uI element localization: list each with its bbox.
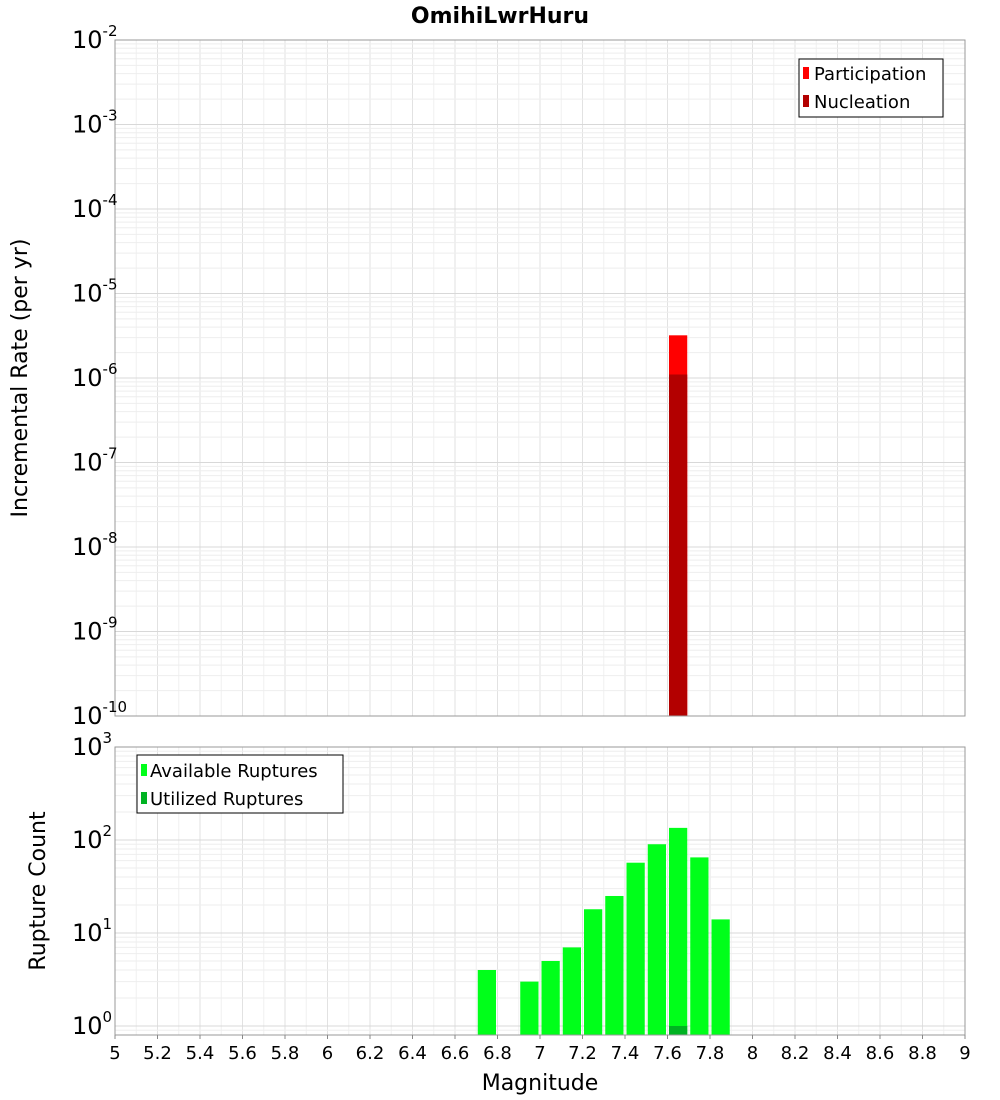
bottom-bar-available-ruptures	[647, 844, 666, 1035]
bottom-y-tick-label: 103	[72, 729, 112, 761]
legend-swatch-nucleation	[803, 95, 809, 107]
top-legend: Participation Nucleation	[798, 58, 944, 118]
x-tick-label: 8.4	[823, 1043, 852, 1064]
x-tick-label: 6.2	[356, 1043, 385, 1064]
x-tick-label: 6.8	[483, 1043, 512, 1064]
legend-label-nucleation: Nucleation	[814, 92, 910, 113]
x-tick-label: 6.4	[398, 1043, 427, 1064]
bottom-bar-available-ruptures	[669, 827, 688, 1035]
bottom-bar-available-ruptures	[562, 947, 581, 1035]
top-y-tick-label: 10-5	[72, 276, 118, 308]
x-tick-label: 8.2	[781, 1043, 810, 1064]
x-tick-label: 5	[109, 1043, 120, 1064]
bottom-bar-available-ruptures	[520, 981, 539, 1035]
top-y-ticks: 10-2 10-3 10-4 10-5 10-6 10-7 10-8 10-9 10-10	[72, 22, 127, 730]
legend-label-participation: Participation	[814, 64, 926, 85]
x-tick-label: 8	[747, 1043, 758, 1064]
bottom-bar-available-ruptures	[584, 909, 603, 1035]
top-y-tick-label: 10-7	[72, 445, 118, 477]
top-panel-bars	[669, 335, 688, 716]
top-y-tick-label: 10-8	[72, 529, 118, 561]
x-tick-label: 6.6	[441, 1043, 470, 1064]
x-axis-label: Magnitude	[482, 1071, 599, 1096]
x-tick-label: 8.8	[908, 1043, 937, 1064]
top-y-axis-label: Incremental Rate (per yr)	[8, 239, 33, 518]
bottom-y-axis-label: Rupture Count	[26, 811, 51, 971]
top-y-tick-label: 10-3	[72, 107, 118, 139]
top-y-tick-label: 10-9	[72, 614, 118, 646]
bottom-bar-available-ruptures	[541, 960, 560, 1035]
bottom-bar-available-ruptures	[690, 857, 709, 1035]
bottom-y-tick-label: 101	[72, 915, 112, 947]
x-ticks: 5 5.2 5.4 5.6 5.8 6 6.2 6.4 6.6 6.8 7 7.2 7.4 7.6 7.8 8…	[109, 1035, 971, 1064]
legend-swatch-utilized	[141, 792, 147, 804]
x-tick-label: 5.4	[186, 1043, 215, 1064]
legend-label-utilized: Utilized Ruptures	[150, 789, 303, 810]
bottom-bar-available-ruptures	[626, 862, 645, 1035]
bottom-y-tick-label: 102	[72, 822, 112, 854]
bottom-legend-box	[136, 754, 344, 814]
top-legend-box	[798, 58, 944, 118]
x-tick-label: 5.8	[271, 1043, 300, 1064]
legend-swatch-available	[141, 764, 147, 776]
bottom-y-tick-label: 100	[72, 1008, 112, 1040]
x-tick-label: 6	[322, 1043, 333, 1064]
bottom-panel-bars	[477, 827, 730, 1035]
x-tick-label: 7.8	[696, 1043, 725, 1064]
bottom-bar-utilized-ruptures	[669, 1025, 688, 1035]
bottom-legend: Available Ruptures Utilized Ruptures	[136, 754, 344, 814]
top-y-tick-label: 10-4	[72, 191, 118, 223]
top-y-tick-label: 10-6	[72, 360, 118, 392]
x-tick-label: 7.2	[568, 1043, 597, 1064]
bottom-bar-available-ruptures	[605, 895, 624, 1035]
top-plot-frame	[114, 39, 966, 717]
top-y-tick-label: 10-2	[72, 22, 118, 54]
x-tick-label: 5.2	[143, 1043, 172, 1064]
bottom-bar-available-ruptures	[711, 919, 730, 1035]
x-tick-label: 5.6	[228, 1043, 257, 1064]
top-y-tick-label: 10-10	[72, 698, 127, 730]
x-tick-label: 7.6	[653, 1043, 682, 1064]
legend-label-available: Available Ruptures	[150, 761, 318, 782]
x-tick-label: 7.4	[611, 1043, 640, 1064]
x-tick-label: 7	[534, 1043, 545, 1064]
bottom-y-ticks: 103 102 101 100	[72, 729, 112, 1040]
top-bar-nucleation	[669, 374, 688, 716]
x-tick-label: 9	[959, 1043, 970, 1064]
bottom-bar-available-ruptures	[477, 969, 496, 1035]
x-tick-label: 8.6	[866, 1043, 895, 1064]
chart-title: OmihiLwrHuru	[411, 4, 589, 29]
top-panel-grid	[114, 40, 966, 717]
legend-swatch-participation	[803, 67, 809, 79]
